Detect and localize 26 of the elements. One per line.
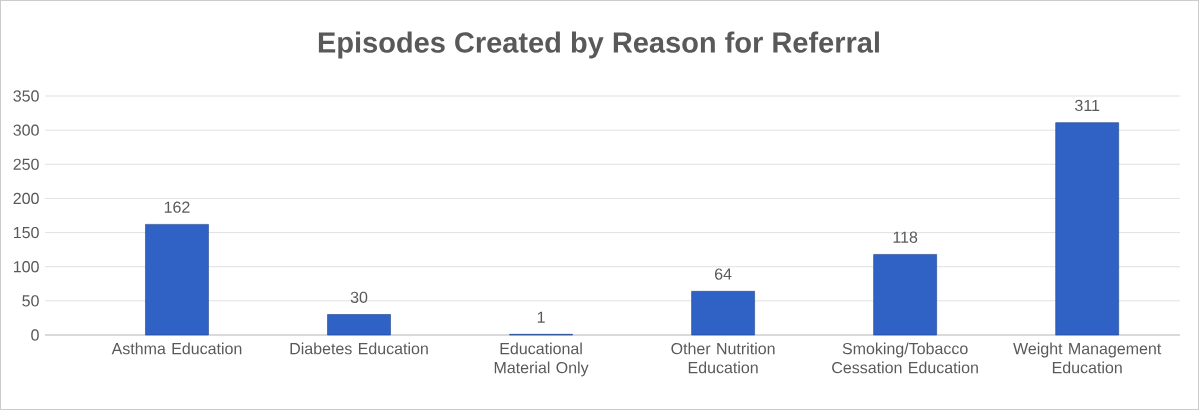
x-tick-label: Weight Management Education: [1013, 342, 1162, 374]
y-tick-label: 150: [14, 226, 39, 239]
x-tick-label: Smoking/Tobacco Cessation Education: [832, 342, 978, 374]
y-tick-label: 100: [14, 261, 39, 273]
x-tick-label: Diabetes Education: [290, 342, 428, 355]
x-tick-label: Other Nutrition Education: [671, 342, 775, 374]
data-label: 311: [1075, 99, 1100, 112]
bar: [1055, 122, 1119, 336]
bar: [145, 224, 209, 336]
x-tick-label: Educational Material Only: [494, 342, 589, 377]
data-label: 1: [537, 311, 545, 323]
y-tick-label: 350: [13, 90, 39, 102]
y-tick-label: 250: [13, 158, 39, 170]
y-tick-label: 0: [31, 329, 39, 341]
y-tick-label: 200: [13, 192, 39, 205]
data-label: 64: [715, 268, 732, 280]
y-tick-label: 300: [13, 124, 39, 136]
data-label: 30: [350, 291, 368, 303]
bar: [873, 254, 937, 336]
bar: [327, 314, 391, 336]
y-tick-label: 50: [22, 295, 39, 307]
x-tick-label: Asthma Education: [111, 342, 242, 355]
chart-title: Episodes Created by Reason for Referral: [318, 31, 879, 59]
data-label: 118: [893, 231, 918, 243]
bar: [691, 291, 755, 336]
data-label: 162: [164, 201, 190, 213]
